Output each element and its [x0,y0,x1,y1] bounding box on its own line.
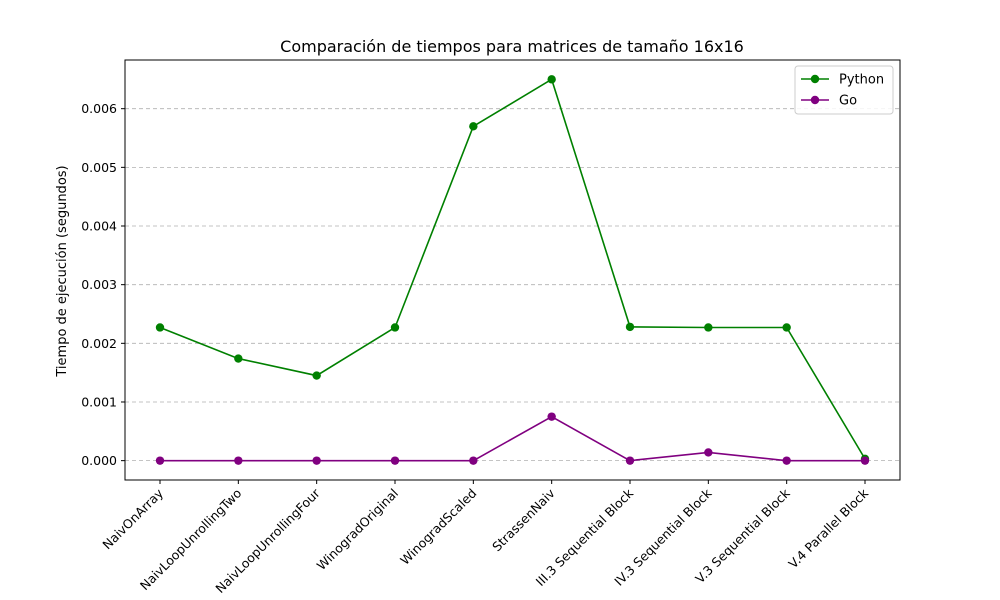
x-tick-label: WinogradScaled [397,486,479,568]
x-axis: NaivOnArrayNaivLoopUnrollingTwoNaivLoopU… [99,480,872,596]
y-tick-label: 0.005 [81,160,117,175]
plot-area-frame [124,59,901,481]
x-tick-label: NaivOnArray [99,485,166,552]
data-point [704,323,713,332]
x-tick-label: StrassenNaiv [489,485,558,554]
series-layer [155,75,870,465]
y-tick-label: 0.003 [81,277,117,292]
y-tick-label: 0.006 [81,101,117,116]
data-point [155,456,165,465]
data-point [469,122,478,131]
legend-item: Python [801,73,884,88]
x-tick-label: V.4 Parallel Block [785,485,871,571]
data-point [312,456,321,465]
data-point [625,322,635,332]
legend: Python Go [794,65,894,115]
data-point [782,323,791,332]
legend-marker [810,95,820,105]
y-tick-label: 0.002 [81,336,117,351]
data-point [155,323,165,332]
x-tick-label: WinogradOriginal [314,486,401,573]
data-point [234,354,243,363]
data-point [390,323,400,332]
chart-title: Comparación de tiempos para matrices de … [280,37,744,56]
legend-frame [794,65,894,115]
legend-label: Python [839,73,884,88]
data-point [234,456,243,465]
series-line [159,78,866,460]
y-tick-label: 0.001 [81,394,117,409]
data-point [469,456,478,465]
data-point [312,371,321,380]
data-point [860,456,870,465]
gridlines [125,108,900,462]
data-point [782,456,791,465]
y-tick-label: 0.004 [81,219,117,234]
legend-label: Go [839,94,857,109]
data-point [704,448,713,457]
legend-marker [810,74,820,84]
legend-item: Go [801,94,857,109]
data-point [625,456,635,465]
data-point [547,75,556,84]
y-tick-label: 0.000 [81,453,117,468]
y-axis: 0.000 0.001 0.002 0.003 0.004 0.005 0.006 [81,101,125,468]
data-point [390,456,400,465]
series-line [160,415,865,462]
data-point [547,412,556,421]
y-axis-label: Tiempo de ejecución (segundos) [55,165,70,377]
series-go [155,412,870,465]
series-python [155,75,870,464]
